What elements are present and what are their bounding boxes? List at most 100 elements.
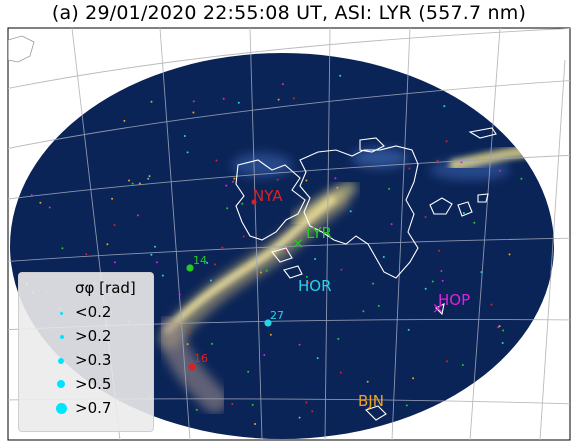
grid-line: [391, 53, 411, 439]
pierce-point: [265, 269, 268, 272]
legend-label-gt-0-3: >0.3: [75, 351, 112, 369]
pierce-point: [377, 305, 380, 307]
pierce-point: [501, 342, 504, 344]
pierce-point: [221, 246, 224, 249]
pierce-point: [281, 83, 284, 86]
legend-dot-gt-0-3: [58, 358, 64, 364]
pierce-point: [128, 179, 130, 182]
pierce-point: [443, 105, 446, 108]
legend-title: σφ [rad]: [75, 279, 136, 297]
pierce-point: [242, 235, 245, 238]
pierce-point: [305, 275, 308, 278]
pierce-point: [407, 328, 410, 331]
pierce-point: [307, 281, 310, 284]
pierce-point: [412, 377, 415, 380]
legend-label-gt-0-7: >0.7: [75, 399, 112, 417]
satellite-14-marker: [186, 264, 194, 272]
satellite-27-marker: [264, 319, 272, 327]
coastline-fragment: [8, 35, 35, 63]
pierce-point: [161, 274, 164, 277]
pierce-point: [298, 416, 301, 419]
pierce-point: [150, 100, 153, 103]
pierce-point: [237, 101, 240, 104]
pierce-point: [178, 293, 181, 296]
pierce-point: [424, 216, 427, 218]
pierce-point: [490, 303, 493, 306]
sigma-phi-legend: σφ [rad] <0.2 >0.2 >0.3 >0.5 >0.7: [18, 272, 154, 432]
pierce-point: [251, 403, 254, 406]
pierce-point: [241, 202, 244, 205]
pierce-point: [188, 331, 191, 334]
pierce-point: [233, 177, 236, 180]
pierce-point: [186, 151, 189, 154]
pierce-point: [148, 175, 151, 178]
legend-label-gt-0-2: >0.2: [75, 327, 112, 345]
pierce-point: [113, 224, 116, 227]
pierce-point: [445, 140, 448, 143]
pierce-point: [30, 194, 33, 197]
station-nya-marker: [251, 199, 257, 205]
grid-line: [249, 53, 263, 439]
pierce-point: [277, 98, 280, 101]
pierce-point: [339, 74, 342, 77]
pierce-point: [231, 403, 234, 405]
legend-label-gt-0-5: >0.5: [75, 375, 112, 393]
pierce-point: [259, 271, 262, 274]
pierce-point: [276, 178, 279, 181]
pierce-point: [131, 182, 134, 185]
legend-label-lt-0-2: <0.2: [75, 303, 112, 321]
pierce-point: [436, 159, 439, 162]
legend-dot-gt-0-5: [57, 380, 65, 388]
figure-title: (a) 29/01/2020 22:55:08 UT, ASI: LYR (55…: [51, 2, 527, 24]
pierce-point: [111, 197, 114, 200]
pierce-point: [106, 243, 109, 246]
pierce-point: [136, 214, 139, 217]
pierce-point: [154, 245, 156, 248]
pierce-point: [254, 423, 257, 425]
pierce-point: [305, 179, 308, 182]
grid-line: [10, 154, 554, 201]
legend-dot-gt-0-2: [60, 335, 64, 339]
grid-line: [8, 28, 570, 89]
station-label-lyr: LYR: [306, 224, 332, 242]
pierce-point: [372, 282, 375, 285]
pierce-point: [408, 167, 411, 170]
station-markers: NYA × LYR HOR × HOP BJN: [251, 187, 470, 410]
pierce-point: [497, 326, 500, 329]
station-label-bjn: BJN: [358, 392, 384, 410]
satellite-label-27: 27: [270, 309, 284, 322]
pierce-point: [113, 261, 116, 264]
pierce-point: [247, 370, 250, 373]
pierce-point: [340, 268, 343, 271]
pierce-point: [183, 135, 186, 137]
satellite-16-marker: [188, 363, 196, 371]
pierce-point: [155, 261, 158, 264]
pierce-point: [382, 256, 385, 258]
pierce-point: [441, 279, 444, 282]
pierce-point: [48, 206, 51, 209]
pierce-point: [226, 207, 229, 210]
pierce-point: [195, 408, 198, 411]
legend-row-gt-0-7: >0.7: [19, 397, 153, 421]
pierce-point: [480, 271, 483, 274]
pierce-point: [285, 249, 287, 252]
station-label-hop: HOP: [438, 291, 470, 309]
pierce-point: [150, 253, 153, 256]
pierce-point: [305, 401, 308, 404]
pierce-point: [498, 325, 501, 328]
legend-row-gt-0-3: >0.3: [19, 349, 153, 373]
pierce-point: [508, 253, 511, 256]
pierce-point: [39, 201, 42, 204]
pierce-point: [232, 180, 234, 183]
pierce-point: [85, 253, 88, 256]
pierce-point: [298, 343, 301, 346]
pierce-point: [462, 212, 465, 214]
pierce-point: [498, 169, 501, 172]
pierce-point: [334, 177, 337, 180]
pierce-point: [192, 100, 195, 103]
pierce-point: [520, 177, 523, 180]
station-hop-marker: ×: [432, 299, 445, 317]
pierce-point: [366, 380, 369, 383]
pierce-point: [192, 111, 195, 114]
legend-row-gt-0-5: >0.5: [19, 373, 153, 397]
